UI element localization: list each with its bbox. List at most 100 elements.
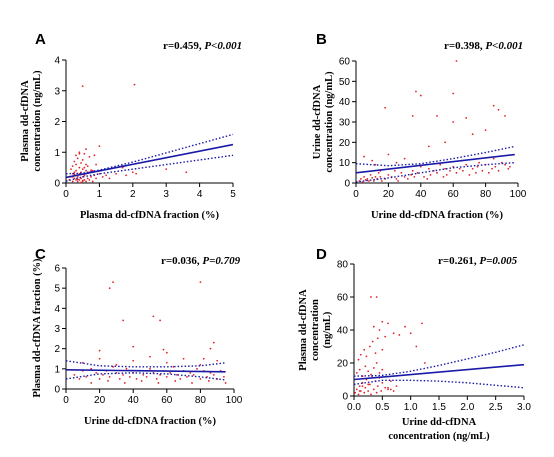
data-point <box>80 162 82 164</box>
data-point <box>81 85 84 88</box>
y-tick-label: 40 <box>337 326 349 337</box>
x-tick-label: 0 <box>353 189 359 200</box>
data-point <box>125 367 128 370</box>
data-point <box>81 361 84 364</box>
data-point <box>108 177 111 180</box>
data-point <box>387 173 390 176</box>
y-tick-label: 1 <box>54 148 60 159</box>
data-point <box>374 352 377 354</box>
data-point <box>212 341 215 344</box>
y-tick-label: 0 <box>342 392 348 403</box>
data-point <box>359 178 362 180</box>
data-point <box>376 385 379 387</box>
data-point <box>186 376 188 378</box>
x-axis-label: Urine dd-cfDNA <box>402 417 477 428</box>
data-point <box>455 171 458 174</box>
data-point <box>83 166 86 169</box>
data-point <box>465 163 468 166</box>
data-point <box>387 388 389 391</box>
data-point <box>93 154 96 157</box>
data-point <box>370 393 372 396</box>
data-point <box>91 169 94 172</box>
data-point <box>70 168 72 171</box>
data-point <box>363 155 365 158</box>
data-point <box>471 133 474 136</box>
stat-r: r=0.459, <box>163 40 204 52</box>
ci-lower-line <box>355 161 515 183</box>
data-point <box>81 168 84 171</box>
data-point <box>355 388 358 391</box>
data-point <box>492 104 495 107</box>
data-point <box>224 382 227 384</box>
data-point <box>458 167 461 170</box>
y-tick-label: 2 <box>54 344 60 355</box>
data-point <box>71 165 74 167</box>
ci-lower-line <box>353 379 525 389</box>
data-point <box>145 376 148 378</box>
data-point <box>397 180 400 182</box>
stat-r: r=0.261, <box>438 255 479 267</box>
panel-letter: A <box>35 31 46 48</box>
data-point <box>370 296 372 298</box>
x-tick-label: 40 <box>128 395 140 406</box>
data-point <box>85 169 87 172</box>
data-point <box>452 92 455 95</box>
x-tick-label: 80 <box>480 189 492 200</box>
data-point <box>449 169 451 172</box>
data-point <box>209 347 212 350</box>
data-point <box>207 380 210 382</box>
data-point <box>411 115 414 117</box>
data-point <box>487 171 490 174</box>
data-point <box>372 388 375 391</box>
data-point <box>363 348 366 351</box>
data-point <box>474 171 477 174</box>
data-point <box>174 380 177 382</box>
data-point <box>384 335 387 338</box>
y-tick-label: 0 <box>54 385 60 396</box>
data-point <box>476 165 479 168</box>
data-point <box>497 108 500 111</box>
stat-p: P<0.001 <box>204 40 242 52</box>
data-point <box>128 376 131 378</box>
data-point <box>123 382 126 384</box>
panel-letter: D <box>316 246 327 263</box>
data-point <box>403 176 406 178</box>
y-axis-label: Plasma dd-cfDNA <box>298 289 309 371</box>
x-tick-label: 0 <box>63 395 69 406</box>
data-point <box>406 178 409 180</box>
data-point <box>363 176 365 178</box>
data-point <box>387 386 389 389</box>
data-point <box>78 166 81 169</box>
data-point <box>371 177 374 179</box>
data-point <box>155 378 158 380</box>
data-point <box>389 380 392 383</box>
data-point <box>81 179 84 182</box>
data-point <box>162 348 165 351</box>
data-point <box>372 367 375 369</box>
y-tick-label: 6 <box>54 264 60 275</box>
data-point <box>78 179 81 181</box>
data-point <box>191 382 193 384</box>
y-axis-label: concentration (ng/mL) <box>32 70 43 172</box>
x-tick-label: 100 <box>226 395 243 406</box>
data-point <box>108 376 111 378</box>
data-point <box>471 167 474 170</box>
data-point <box>442 176 445 178</box>
x-axis-label: Plasma dd-cfDNA fraction (%) <box>80 210 220 221</box>
data-point <box>381 381 384 384</box>
x-tick-label: 20 <box>383 189 395 200</box>
data-point <box>355 372 358 374</box>
y-axis-label: Plasma dd-cfDNA fraction (%) <box>32 258 43 398</box>
data-point <box>364 386 367 389</box>
y-tick-label: 2 <box>54 117 60 128</box>
data-point <box>165 361 168 364</box>
data-point <box>494 165 497 168</box>
data-point <box>83 152 86 155</box>
data-point <box>122 373 125 376</box>
data-point <box>83 179 86 181</box>
y-tick-label: 4 <box>54 56 60 67</box>
stat-annotation: r=0.036, P=0.709 <box>161 255 241 267</box>
data-point <box>132 345 135 348</box>
